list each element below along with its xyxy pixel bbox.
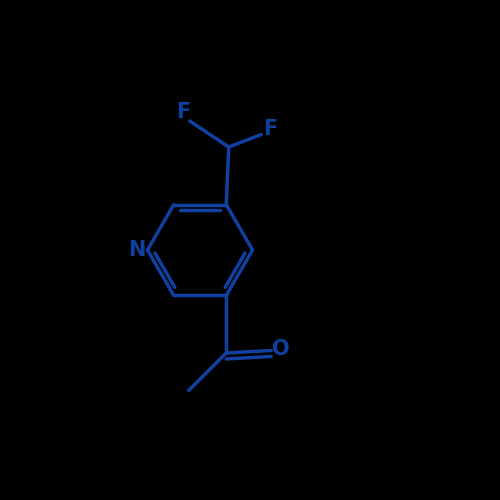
- Text: N: N: [128, 240, 145, 260]
- Text: O: O: [272, 339, 290, 359]
- Text: F: F: [263, 118, 278, 139]
- Text: F: F: [176, 102, 191, 122]
